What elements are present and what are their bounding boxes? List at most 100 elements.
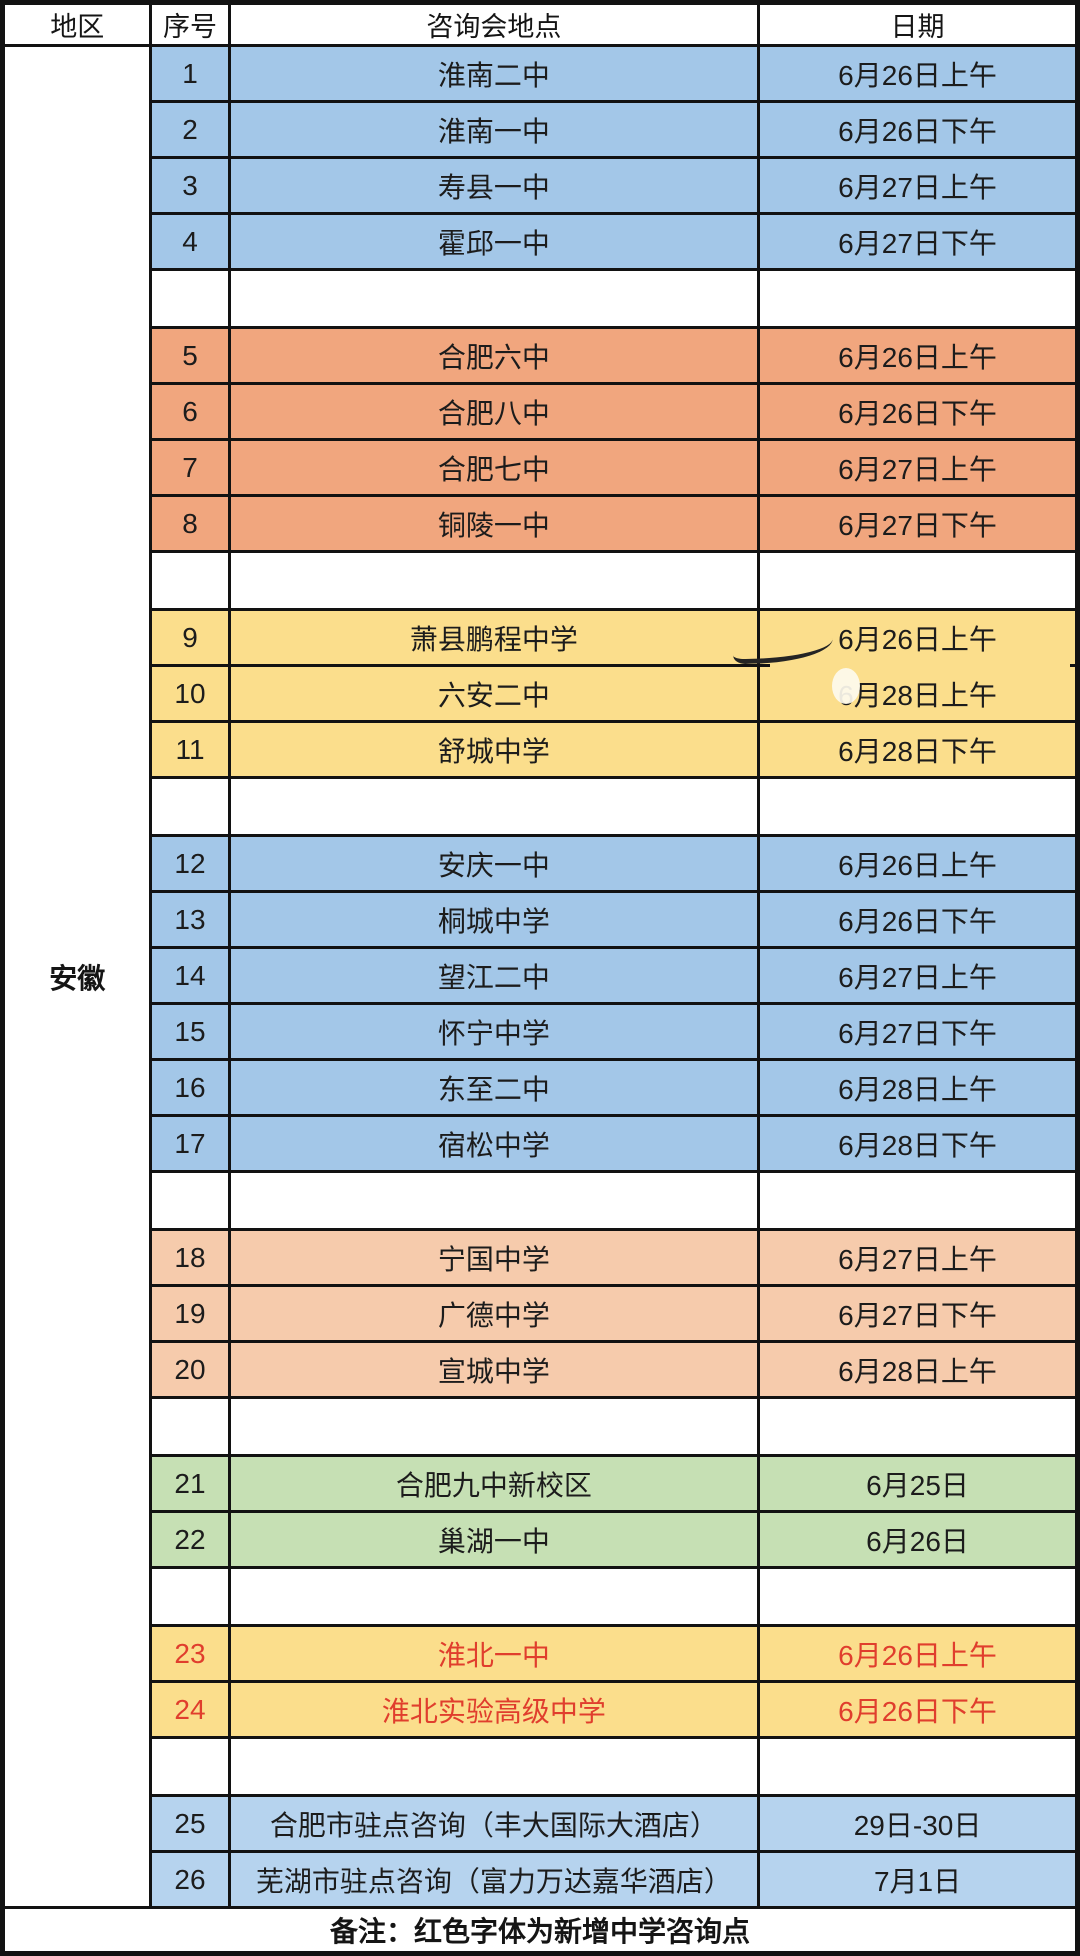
location-cell: 淮北实验高级中学 xyxy=(227,1680,761,1739)
date-cell: 6月27日下午 xyxy=(757,1002,1079,1061)
separator-row xyxy=(3,1566,1079,1627)
date-cell: 6月25日 xyxy=(757,1454,1079,1513)
date-cell: 6月26日上午 xyxy=(757,608,1079,667)
location-cell: 合肥八中 xyxy=(227,382,761,441)
table-row: 7 合肥七中 6月27日上午 xyxy=(3,438,1079,497)
table-row: 18 宁国中学 6月27日上午 xyxy=(3,1228,1079,1287)
date-cell: 6月27日上午 xyxy=(757,156,1079,215)
footer-row: 备注：红色字体为新增中学咨询点 xyxy=(1,1906,1079,1955)
date-cell: 6月26日下午 xyxy=(757,890,1079,949)
location-cell: 霍邱一中 xyxy=(227,212,761,271)
header-location: 咨询会地点 xyxy=(227,1,761,47)
row-number-cell: 6 xyxy=(149,382,231,441)
table-row: 11 舒城中学 6月28日下午 xyxy=(3,720,1079,779)
row-number-cell: 18 xyxy=(149,1228,231,1287)
row-number-cell: 16 xyxy=(149,1058,231,1117)
date-cell: 6月26日上午 xyxy=(757,834,1079,893)
location-cell: 合肥七中 xyxy=(227,438,761,497)
table-row: 4 霍邱一中 6月27日下午 xyxy=(3,212,1079,271)
location-cell: 淮南一中 xyxy=(227,100,761,159)
location-cell: 淮南二中 xyxy=(227,44,761,103)
row-number-cell: 15 xyxy=(149,1002,231,1061)
date-cell: 6月28日上午 xyxy=(757,664,1079,723)
table-row: 12 安庆一中 6月26日上午 xyxy=(3,834,1079,893)
date-cell: 6月26日 xyxy=(757,1510,1079,1569)
header-region: 地区 xyxy=(0,1,153,47)
table-row: 2 淮南一中 6月26日下午 xyxy=(3,100,1079,159)
date-cell: 6月26日上午 xyxy=(757,326,1079,385)
date-cell: 6月26日上午 xyxy=(757,44,1079,103)
table-row: 安徽 1 淮南二中 6月26日上午 xyxy=(0,44,1079,1909)
location-cell: 淮北一中 xyxy=(227,1624,761,1683)
location-cell: 寿县一中 xyxy=(227,156,761,215)
table-row: 22 巢湖一中 6月26日 xyxy=(3,1510,1079,1569)
table-row: 9 萧县鹏程中学 6月26日上午 xyxy=(3,608,1079,667)
location-cell: 合肥九中新校区 xyxy=(227,1454,761,1513)
location-cell: 芜湖市驻点咨询（富力万达嘉华酒店） xyxy=(227,1850,761,1909)
table-row: 15 怀宁中学 6月27日下午 xyxy=(3,1002,1079,1061)
table-row: 13 桐城中学 6月26日下午 xyxy=(3,890,1079,949)
location-cell: 怀宁中学 xyxy=(227,1002,761,1061)
row-number-cell: 11 xyxy=(149,720,231,779)
footer-note: 备注：红色字体为新增中学咨询点 xyxy=(1,1906,1079,1955)
row-number-cell: 21 xyxy=(149,1454,231,1513)
row-number-cell: 2 xyxy=(149,100,231,159)
table-row: 5 合肥六中 6月26日上午 xyxy=(3,326,1079,385)
separator-row xyxy=(3,550,1079,611)
row-number-cell: 19 xyxy=(149,1284,231,1343)
row-number-cell: 23 xyxy=(149,1624,231,1683)
row-number-cell: 7 xyxy=(149,438,231,497)
location-cell: 合肥六中 xyxy=(227,326,761,385)
row-number-cell: 4 xyxy=(149,212,231,271)
separator-row xyxy=(3,1736,1079,1797)
row-number-cell: 24 xyxy=(149,1680,231,1739)
location-cell: 萧县鹏程中学 xyxy=(227,608,761,667)
location-cell: 六安二中 xyxy=(227,664,761,723)
location-cell: 合肥市驻点咨询（丰大国际大酒店） xyxy=(227,1794,761,1853)
location-cell: 宁国中学 xyxy=(227,1228,761,1287)
row-number-cell: 10 xyxy=(149,664,231,723)
location-cell: 舒城中学 xyxy=(227,720,761,779)
row-number-cell: 9 xyxy=(149,608,231,667)
row-number-cell: 22 xyxy=(149,1510,231,1569)
separator-row xyxy=(3,1170,1079,1231)
date-cell: 6月27日下午 xyxy=(757,494,1079,553)
row-number-cell: 14 xyxy=(149,946,231,1005)
date-cell: 7月1日 xyxy=(757,1850,1079,1909)
separator-row xyxy=(3,1396,1079,1457)
location-cell: 宿松中学 xyxy=(227,1114,761,1173)
date-cell: 6月27日上午 xyxy=(757,1228,1079,1287)
date-cell: 6月28日上午 xyxy=(757,1058,1079,1117)
table-row: 8 铜陵一中 6月27日下午 xyxy=(3,494,1079,553)
date-cell: 6月27日下午 xyxy=(757,1284,1079,1343)
date-cell: 6月26日下午 xyxy=(757,100,1079,159)
separator-row xyxy=(3,268,1079,329)
row-number-cell: 25 xyxy=(149,1794,231,1853)
location-cell: 桐城中学 xyxy=(227,890,761,949)
location-cell: 安庆一中 xyxy=(227,834,761,893)
table-row: 10 六安二中 6月28日上午 xyxy=(3,664,1079,723)
row-number-cell: 20 xyxy=(149,1340,231,1399)
row-number-cell: 8 xyxy=(149,494,231,553)
header-row: 地区 序号 咨询会地点 日期 xyxy=(0,1,1079,47)
table-row: 20 宣城中学 6月28日上午 xyxy=(3,1340,1079,1399)
row-number-cell: 5 xyxy=(149,326,231,385)
row-number-cell: 3 xyxy=(149,156,231,215)
row-number-cell: 12 xyxy=(149,834,231,893)
row-number-cell: 26 xyxy=(149,1850,231,1909)
table-row: 21 合肥九中新校区 6月25日 xyxy=(3,1454,1079,1513)
table-row: 25 合肥市驻点咨询（丰大国际大酒店） 29日-30日 xyxy=(3,1794,1079,1853)
table-row: 26 芜湖市驻点咨询（富力万达嘉华酒店） 7月1日 xyxy=(3,1850,1079,1909)
header-no: 序号 xyxy=(149,1,231,47)
table-row: 19 广德中学 6月27日下午 xyxy=(3,1284,1079,1343)
separator-row xyxy=(3,776,1079,837)
header-date: 日期 xyxy=(757,1,1079,47)
date-cell: 6月26日上午 xyxy=(757,1624,1079,1683)
table-row: 17 宿松中学 6月28日下午 xyxy=(3,1114,1079,1173)
location-cell: 铜陵一中 xyxy=(227,494,761,553)
table-row: 16 东至二中 6月28日上午 xyxy=(3,1058,1079,1117)
table-row: 3 寿县一中 6月27日上午 xyxy=(3,156,1079,215)
date-cell: 6月27日上午 xyxy=(757,946,1079,1005)
location-cell: 东至二中 xyxy=(227,1058,761,1117)
